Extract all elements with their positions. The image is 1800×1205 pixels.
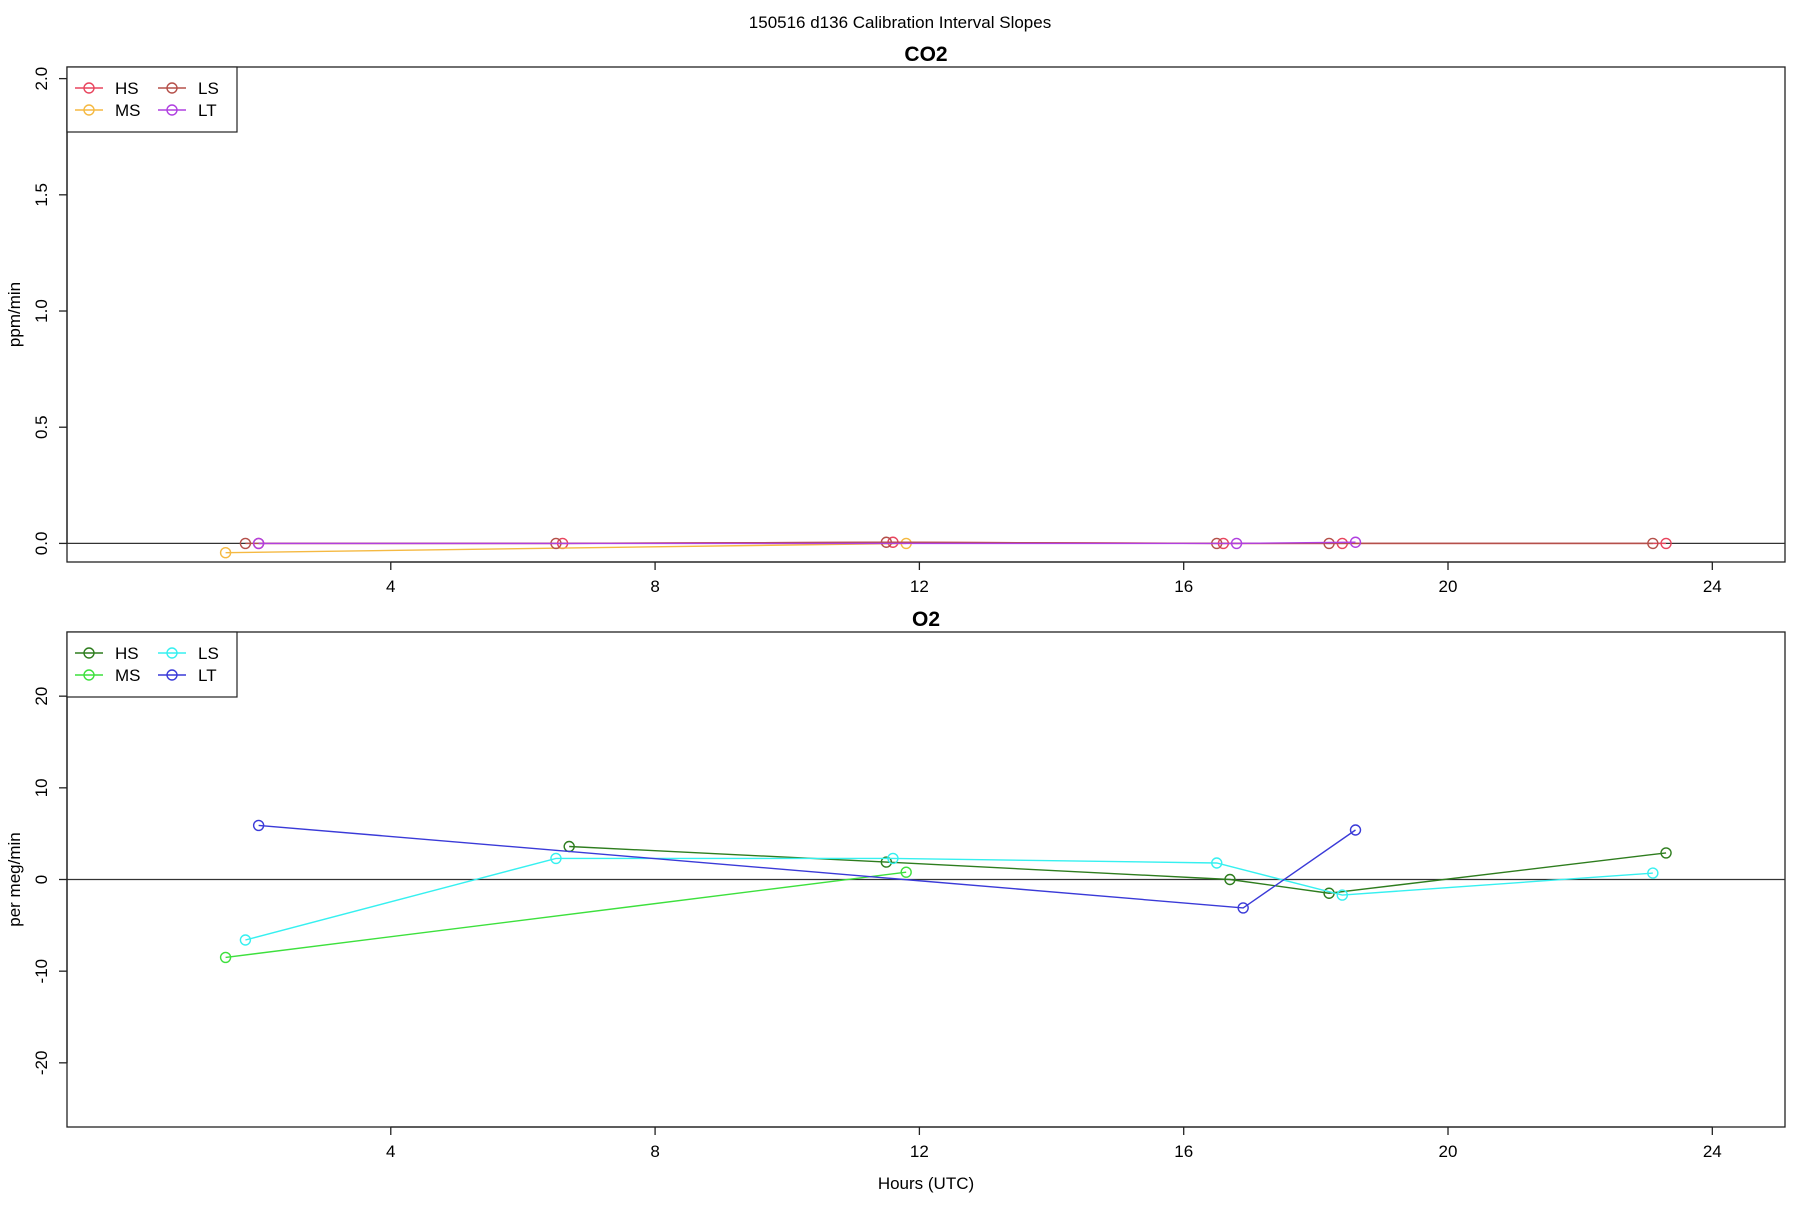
o2-y-tick-label: 20 [32,687,51,706]
co2-y-tick-label: 0.0 [32,532,51,556]
co2-series-ls-point [239,537,252,550]
o2-series-lt-line [258,824,1356,909]
co2-legend-label: MS [115,101,141,120]
o2-legend: HS MS LS LT [66,631,238,698]
o2-legend-label: LT [198,666,217,685]
o2-series-lt-point [252,819,265,832]
co2-x-tick-label: 8 [650,577,659,596]
co2-legend-entry-lt: LT [158,101,217,120]
co2-legend-box [66,66,238,133]
o2-x-tick-label: 4 [386,1142,395,1161]
o2-legend-entry-ms: MS [75,666,141,685]
co2-y-axis-label: ppm/min [5,282,24,347]
co2-panel-title: CO2 [904,43,947,66]
o2-legend-entry-hs: HS [75,644,139,663]
o2-series-ls-point [1647,867,1659,879]
o2-legend-label: MS [115,666,141,685]
o2-legend-label: LS [198,644,219,663]
o2-y-tick-label: -20 [32,1051,51,1076]
co2-panel: CO2 4 8 12 16 20 24 0.0 0.5 1.0 1.5 2.0 ppm/min HS MS L… [5,43,1786,596]
o2-x-tick-label: 24 [1703,1142,1722,1161]
co2-y-tick-label: 0.5 [32,415,51,439]
o2-x-tick-label: 12 [910,1142,929,1161]
co2-legend: HS MS LS LT [66,66,238,133]
co2-series-lt-point [252,537,265,550]
o2-x-tick-label: 8 [650,1142,659,1161]
o2-legend-marker [166,647,178,659]
co2-legend-marker [166,82,178,94]
co2-series-lt-point [1349,536,1362,548]
figure-title: 150516 d136 Calibration Interval Slopes [749,13,1051,32]
o2-legend-entry-ls: LS [158,644,219,663]
o2-series-ls-point [1336,889,1348,901]
o2-series-ms-point [900,866,912,878]
co2-series-lt-point [1230,537,1243,550]
o2-series-ls-point [550,852,562,865]
co2-x-tick-label: 24 [1703,577,1722,596]
o2-series-ls-point [1211,857,1223,869]
o2-legend-marker [166,669,178,681]
co2-x-tick-label: 20 [1439,577,1458,596]
co2-y-tick-label: 1.5 [32,183,51,207]
o2-y-tick-label: -10 [32,959,51,984]
o2-legend-marker [83,669,95,681]
o2-legend-entry-lt: LT [158,666,217,685]
o2-series-ls-line [245,857,1653,941]
co2-x-tick-label: 4 [386,577,395,596]
co2-series-ms-line [225,542,907,554]
co2-plot-frame [66,66,1786,563]
co2-legend-label: LT [198,101,217,120]
o2-legend-label: HS [115,644,139,663]
co2-x-tick-label: 16 [1174,577,1193,596]
co2-legend-entry-ls: LS [158,79,219,98]
co2-legend-label: HS [115,79,139,98]
o2-legend-marker [83,647,95,659]
co2-legend-entry-hs: HS [75,79,139,98]
o2-x-tick-label: 20 [1439,1142,1458,1161]
co2-legend-marker [83,104,95,116]
co2-legend-marker [83,82,95,94]
o2-series-ms-line [225,871,907,959]
co2-x-tick-label: 12 [910,577,929,596]
co2-series-ls-point [880,536,893,548]
o2-y-tick-label: 10 [32,778,51,797]
o2-series-ls-point [887,852,899,865]
o2-y-tick-label: 0 [32,875,51,884]
o2-series-ms-point [219,951,232,964]
co2-legend-entry-ms: MS [75,101,141,120]
o2-series-lt-point [1349,824,1362,836]
co2-series-ms-point [219,547,232,559]
o2-panel-title: O2 [912,608,940,631]
co2-y-tick-label: 1.0 [32,299,51,323]
o2-series-ls-point [239,934,252,946]
co2-series-ls-point [1323,537,1335,550]
o2-series-lt-point [1237,902,1249,914]
o2-series-hs-point [880,856,893,868]
co2-legend-label: LS [198,79,219,98]
co2-series-lt-line [258,541,1356,545]
o2-series-hs-point [1224,873,1236,886]
o2-x-axis-label: Hours (UTC) [878,1174,974,1193]
o2-x-tick-label: 16 [1174,1142,1193,1161]
o2-y-axis-label: per meg/min [5,832,24,926]
o2-legend-box [66,631,238,698]
co2-series-hs-point [1660,537,1672,550]
o2-panel: O2 4 8 12 16 20 24 -20 -10 0 10 20 per meg/min Hours … [5,608,1786,1193]
o2-series-hs-line [569,845,1667,894]
o2-series-hs-point [1660,847,1672,859]
co2-y-tick-label: 2.0 [32,67,51,91]
co2-series-ls-point [1647,537,1659,550]
co2-legend-marker [166,104,178,116]
